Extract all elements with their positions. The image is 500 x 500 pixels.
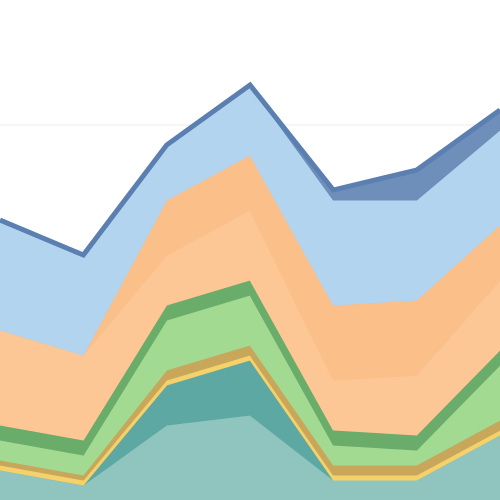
area-layer xyxy=(0,84,500,500)
top-outline xyxy=(0,81,500,259)
top-edge-layer xyxy=(0,81,500,259)
